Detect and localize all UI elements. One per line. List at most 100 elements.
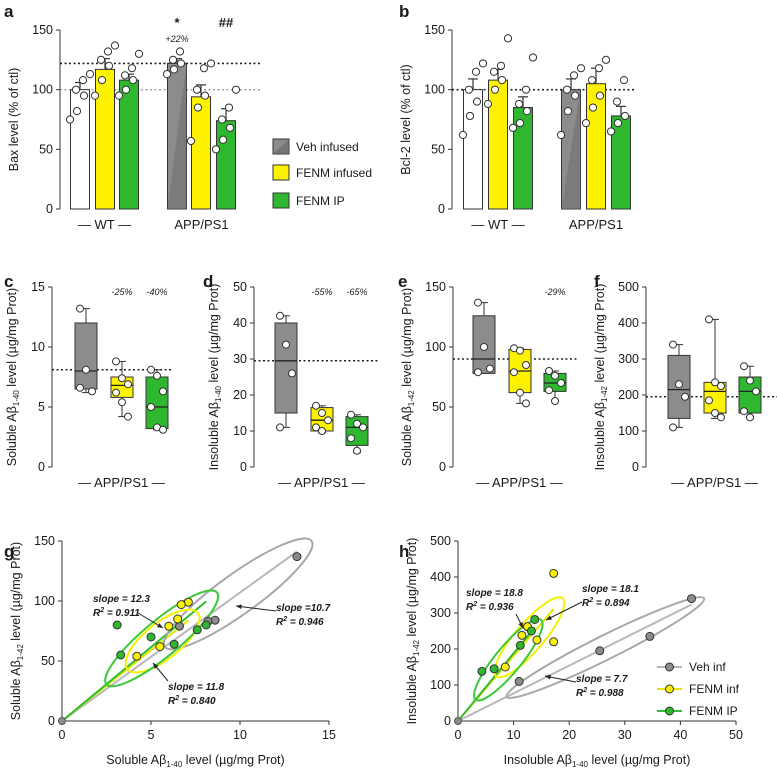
data-point-fenm_inf <box>517 630 527 640</box>
confidence-ellipse-fenm_inf <box>493 596 566 679</box>
data-point <box>669 423 677 432</box>
data-point <box>569 71 579 80</box>
data-point <box>620 111 630 121</box>
y-tick-label: 100 <box>618 424 639 438</box>
confidence-ellipse-veh <box>162 537 314 651</box>
y-tick-label: 300 <box>618 352 639 366</box>
box <box>74 322 98 390</box>
data-point-veh <box>174 621 184 631</box>
panel-letter-d: d <box>203 272 213 291</box>
regression-line-veh <box>61 550 298 722</box>
x-axis-title: Insoluble Aβ1-40 level (µg/mg Prot) <box>504 753 691 769</box>
x-tick-label: 0 <box>455 728 462 742</box>
group-label: — WT — <box>78 217 131 232</box>
bar <box>463 89 483 210</box>
data-point <box>97 76 107 85</box>
data-point <box>619 76 629 85</box>
data-point <box>489 67 499 76</box>
legend-swatch-fenm_inf <box>272 164 290 181</box>
data-point <box>359 423 367 432</box>
data-point <box>124 380 132 389</box>
regression-line-fenm_ip <box>457 626 536 722</box>
slope-label: slope = 12.3 <box>93 594 150 605</box>
data-point <box>746 413 754 422</box>
data-point <box>522 107 532 116</box>
data-point <box>118 398 126 407</box>
data-point <box>121 85 131 94</box>
label-arrowhead <box>153 663 159 669</box>
data-point <box>353 419 361 428</box>
legend-h: Veh inf FENM inf FENM IP <box>657 660 740 718</box>
group-label: — WT — <box>471 217 524 232</box>
y-tick-label: 100 <box>424 83 445 97</box>
data-point <box>528 53 538 62</box>
data-point <box>218 135 228 144</box>
data-point <box>124 412 132 421</box>
data-point <box>594 64 604 73</box>
data-point <box>705 396 713 405</box>
y-tick-label: 0 <box>438 202 445 216</box>
data-point <box>669 340 677 349</box>
group-label: — APP/PS1 — <box>476 475 563 490</box>
x-tick-label: 5 <box>148 728 155 742</box>
data-point <box>162 70 172 79</box>
percent-change: -55% <box>311 287 332 297</box>
x-tick-label: 15 <box>322 728 336 742</box>
chart-b: 0 50 100 150 Bcl-2 level (% of ctl) — WT — APP… <box>399 23 635 232</box>
data-point <box>588 103 598 112</box>
data-point <box>545 386 553 395</box>
data-point-veh <box>595 646 605 656</box>
legend-swatch-shade <box>273 139 289 154</box>
panel-letter-b: b <box>399 2 409 21</box>
data-point <box>217 115 227 124</box>
data-point <box>581 118 591 128</box>
y-tick-label: 10 <box>31 340 45 354</box>
data-point <box>490 85 500 94</box>
data-point <box>76 304 84 313</box>
data-point <box>601 55 611 64</box>
y-tick-label: 50 <box>431 142 445 156</box>
slope-label: slope = 7.7 <box>576 674 628 685</box>
percent-change: +22% <box>165 34 188 44</box>
data-point <box>472 97 482 106</box>
data-point <box>96 55 106 64</box>
label-arrowhead <box>236 604 242 610</box>
y-tick-label: 150 <box>425 280 446 294</box>
box <box>274 322 298 414</box>
data-point <box>127 64 137 73</box>
y-tick-label: 0 <box>240 460 247 474</box>
data-point-fenm_ip <box>146 632 156 642</box>
data-point <box>72 107 82 116</box>
data-point <box>587 76 597 85</box>
group-label: — APP/PS1 — <box>278 475 365 490</box>
data-point <box>711 378 719 387</box>
data-point <box>128 76 138 85</box>
x-tick-label: 40 <box>673 728 687 742</box>
r2-label: R2 = 0.988 <box>576 687 624 699</box>
data-point <box>557 379 565 387</box>
chart-d: 0 10 20 30 40 50 Insoluble Aβ1-40 level (µg/mg… <box>207 280 380 490</box>
data-point-fenm_inf <box>549 637 559 647</box>
chart-a: 0 50 100 150 Bax level (% of ctl) — WT — APP/P… <box>7 15 262 232</box>
regression-line-fenm_ip <box>61 600 207 722</box>
y-tick-label: 5 <box>38 400 45 414</box>
data-point-fenm_inf <box>532 635 542 645</box>
data-point <box>168 55 178 64</box>
data-point-fenm_ip <box>192 625 202 635</box>
data-point-veh <box>645 631 655 641</box>
data-point <box>515 118 525 128</box>
data-point <box>153 371 161 380</box>
data-point-fenm_inf <box>549 568 559 578</box>
data-point <box>312 401 320 410</box>
label-arrowhead <box>546 615 552 620</box>
data-point <box>318 427 326 435</box>
data-point <box>225 123 235 132</box>
data-point <box>90 91 100 100</box>
legend: Veh infused FENM infused FENM IP <box>272 138 372 209</box>
y-axis-title: Insoluble Aβ1-42 level (µg/mg Prot) <box>405 538 421 725</box>
data-point <box>276 311 284 320</box>
y-tick-label: 20 <box>233 388 247 402</box>
y-tick-label: 0 <box>38 460 45 474</box>
data-point <box>65 115 75 124</box>
y-tick-label: 50 <box>41 654 55 668</box>
